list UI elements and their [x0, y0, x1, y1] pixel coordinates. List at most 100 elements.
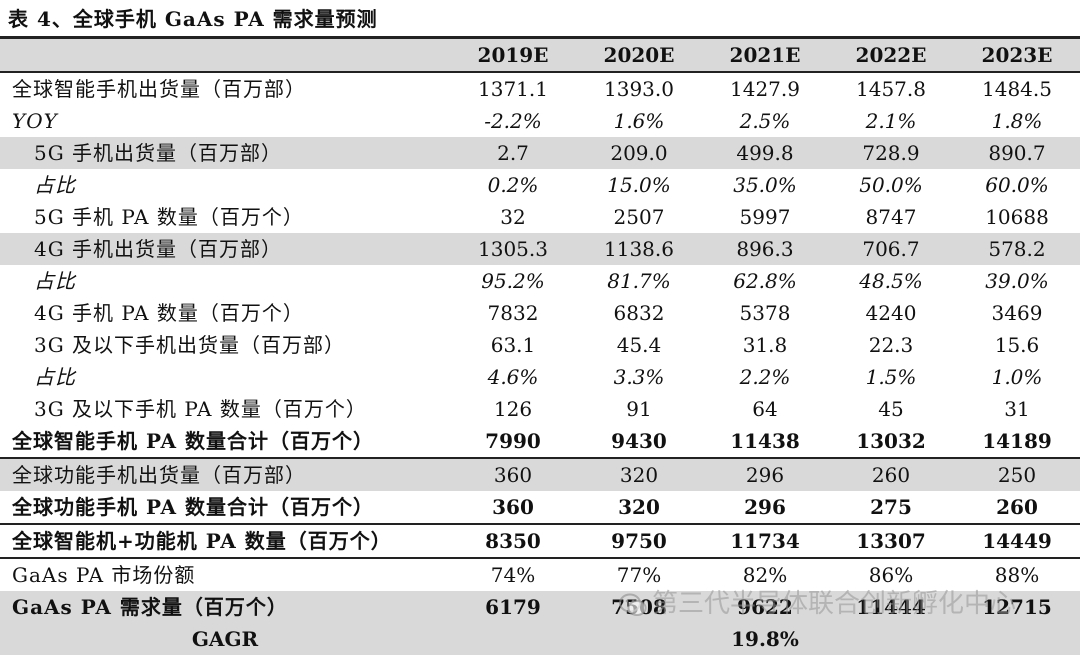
value-cell: 95.2% [481, 269, 545, 293]
row-label: 3G 及以下手机出货量（百万部） [34, 333, 346, 357]
value-cell: 1484.5 [954, 71, 1080, 105]
value-cell: 6832 [613, 301, 665, 325]
value-cell: 74% [490, 563, 536, 587]
value-cell: 2.1% [865, 109, 917, 133]
value-cell: 209.0 [576, 137, 702, 169]
value-cell: 3.3% [613, 365, 665, 389]
row-label: 占比 [34, 269, 76, 293]
value-cell: 11438 [702, 425, 828, 459]
value-cell: 64 [752, 397, 778, 421]
value-cell: 1.6% [613, 109, 665, 133]
header-year: 2023E [954, 39, 1080, 72]
value-cell: 2.7 [450, 137, 576, 169]
row-label: 占比 [34, 365, 76, 389]
value-cell: 11734 [702, 524, 828, 559]
value-cell: 250 [954, 458, 1080, 491]
value-cell: 7990 [450, 425, 576, 459]
value-cell: 50.0% [859, 173, 923, 197]
value-cell: 9750 [576, 524, 702, 559]
row-label: 全球智能机+功能机 PA 数量（百万个） [0, 524, 450, 559]
row-label: 占比 [34, 173, 76, 197]
value-cell: 31 [1004, 397, 1030, 421]
value-cell: 3469 [991, 301, 1043, 325]
value-cell: 91 [626, 397, 652, 421]
table-row: 全球功能手机出货量（百万部） 360 320 296 260 250 [0, 458, 1080, 491]
value-cell: 88% [994, 563, 1040, 587]
value-cell: 360 [450, 491, 576, 525]
value-cell: 63.1 [490, 333, 536, 357]
value-cell: 4240 [865, 301, 917, 325]
value-cell: 578.2 [954, 233, 1080, 265]
table-row: 占比 4.6% 3.3% 2.2% 1.5% 1.0% [0, 361, 1080, 393]
value-cell: 728.9 [828, 137, 954, 169]
row-label: 全球功能手机 PA 数量合计（百万个） [0, 491, 450, 525]
table-row: 4G 手机出货量（百万部） 1305.3 1138.6 896.3 706.7 578.2 [0, 233, 1080, 265]
value-cell: 296 [702, 458, 828, 491]
value-cell: 6179 [450, 591, 576, 623]
value-cell: 320 [576, 491, 702, 525]
value-cell: 7832 [487, 301, 539, 325]
value-cell: 0.2% [487, 173, 539, 197]
table-row: 全球功能手机 PA 数量合计（百万个） 360 320 296 275 260 [0, 491, 1080, 525]
row-label: GaAs PA 需求量（百万个） [0, 591, 450, 623]
value-cell: 296 [702, 491, 828, 525]
value-cell: 9622 [702, 591, 828, 623]
row-label: 全球智能手机出货量（百万部） [0, 71, 450, 105]
row-label: 全球智能手机 PA 数量合计（百万个） [0, 425, 450, 459]
value-cell: 32 [500, 205, 526, 229]
value-cell: 77% [616, 563, 662, 587]
value-cell: 1138.6 [576, 233, 702, 265]
row-label: YOY [12, 109, 58, 133]
row-label: 5G 手机出货量（百万部） [0, 137, 450, 169]
table-row: 全球智能手机 PA 数量合计（百万个） 7990 9430 11438 13032 141… [0, 425, 1080, 459]
header-year: 2022E [828, 39, 954, 72]
value-cell: 275 [828, 491, 954, 525]
value-cell: 2.5% [739, 109, 791, 133]
row-label: 5G 手机 PA 数量（百万个） [34, 205, 304, 229]
value-cell: 22.3 [868, 333, 914, 357]
value-cell: 2.2% [739, 365, 791, 389]
value-cell: 499.8 [702, 137, 828, 169]
header-year: 2021E [702, 39, 828, 72]
value-cell: 5997 [739, 205, 791, 229]
value-cell: 13307 [828, 524, 954, 559]
table-row: 3G 及以下手机 PA 数量（百万个） 126 91 64 45 31 [0, 393, 1080, 425]
table-row: 全球智能手机出货量（百万部） 1371.1 1393.0 1427.9 1457.8 14… [0, 71, 1080, 105]
value-cell: 896.3 [702, 233, 828, 265]
table-row: 5G 手机出货量（百万部） 2.7 209.0 499.8 728.9 890.7 [0, 137, 1080, 169]
value-cell: 11444 [828, 591, 954, 623]
table-row: 5G 手机 PA 数量（百万个） 32 2507 5997 8747 10688 [0, 201, 1080, 233]
table-row: GaAs PA 需求量（百万个） 6179 7508 9622 11444 12715 [0, 591, 1080, 623]
value-cell: 14189 [954, 425, 1080, 459]
row-label: 全球功能手机出货量（百万部） [0, 458, 450, 491]
value-cell: 35.0% [733, 173, 797, 197]
value-cell: 260 [828, 458, 954, 491]
value-cell: 1393.0 [576, 71, 702, 105]
value-cell: 10688 [985, 205, 1049, 229]
cagr-label: GAGR [0, 623, 450, 655]
table-row: YOY -2.2% 1.6% 2.5% 2.1% 1.8% [0, 105, 1080, 137]
value-cell: 706.7 [828, 233, 954, 265]
top-rule [0, 36, 1080, 39]
row-label: 4G 手机 PA 数量（百万个） [34, 301, 304, 325]
value-cell: 7508 [576, 591, 702, 623]
value-cell: 62.8% [733, 269, 797, 293]
value-cell: 9430 [576, 425, 702, 459]
value-cell: 82% [742, 563, 788, 587]
value-cell: 45.4 [616, 333, 662, 357]
value-cell: 15.6 [994, 333, 1040, 357]
value-cell: 86% [868, 563, 914, 587]
header-year: 2020E [576, 39, 702, 72]
value-cell: 5378 [739, 301, 791, 325]
value-cell: 81.7% [607, 269, 671, 293]
value-cell: 13032 [828, 425, 954, 459]
value-cell: 890.7 [954, 137, 1080, 169]
value-cell: 1427.9 [702, 71, 828, 105]
value-cell: -2.2% [484, 109, 542, 133]
value-cell: 14449 [954, 524, 1080, 559]
value-cell: 8350 [450, 524, 576, 559]
value-cell: 15.0% [607, 173, 671, 197]
value-cell: 1305.3 [450, 233, 576, 265]
value-cell: 2507 [613, 205, 665, 229]
table-row: 4G 手机 PA 数量（百万个） 7832 6832 5378 4240 3469 [0, 297, 1080, 329]
